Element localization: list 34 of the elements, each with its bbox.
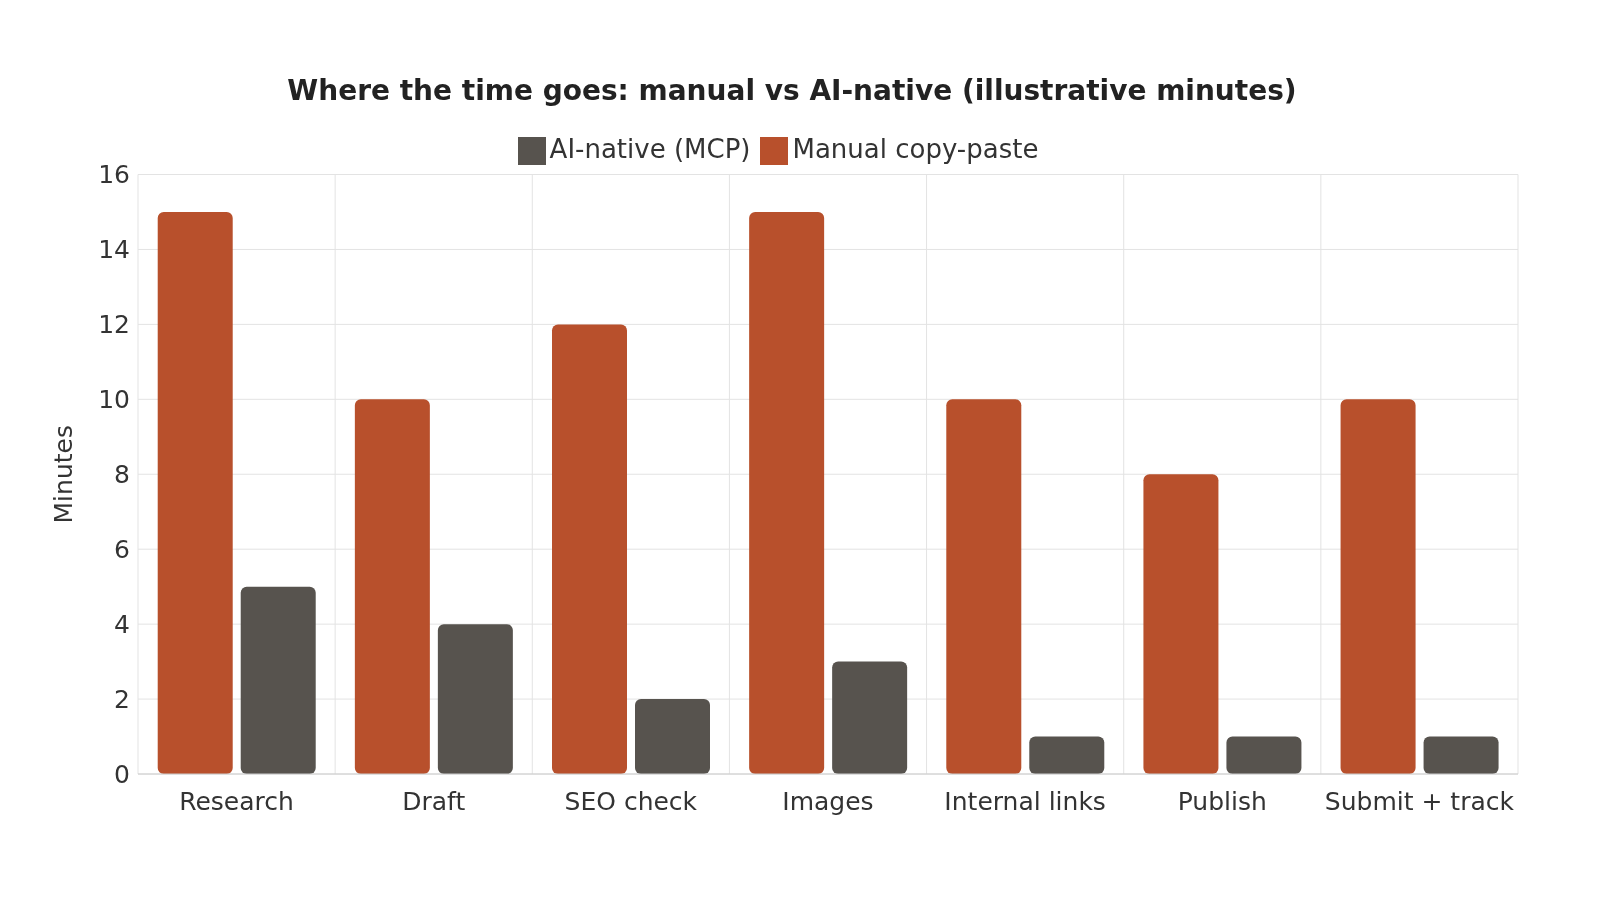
bar — [552, 324, 627, 774]
bar — [946, 399, 1022, 774]
x-tick-label: Images — [782, 786, 874, 816]
x-tick-label: SEO check — [564, 786, 698, 816]
x-tick-label: Research — [179, 786, 294, 816]
y-tick-label: 10 — [98, 385, 130, 415]
y-tick-label: 16 — [98, 160, 130, 190]
legend-label: AI-native (MCP) — [549, 134, 751, 164]
x-tick-label: Publish — [1177, 786, 1267, 816]
bar — [1226, 736, 1302, 774]
y-tick-label: 6 — [114, 535, 130, 565]
y-tick-label: 14 — [98, 235, 130, 265]
bar — [832, 661, 908, 774]
chart-title: Where the time goes: manual vs AI-native (illustrative minutes) — [286, 73, 1298, 109]
x-tick-label: Draft — [402, 786, 466, 816]
y-tick-label: 2 — [114, 684, 130, 714]
bar — [1029, 736, 1105, 774]
y-tick-label: 0 — [114, 759, 130, 789]
y-tick-label: 4 — [114, 610, 130, 639]
bar — [240, 586, 316, 774]
y-tick-label: 12 — [98, 310, 130, 340]
y-axis-title: Minutes — [48, 425, 78, 524]
x-tick-label: Submit + track — [1324, 786, 1515, 816]
bar — [749, 211, 825, 774]
bar — [354, 399, 430, 774]
bar — [1340, 399, 1416, 774]
y-tick-label: 8 — [114, 460, 130, 490]
legend-label: Manual copy-paste — [792, 134, 1039, 164]
bar — [1423, 736, 1499, 774]
bar — [635, 699, 710, 774]
x-tick-label: Internal links — [944, 786, 1106, 816]
bar — [1143, 474, 1219, 774]
bar — [157, 211, 233, 774]
bar — [437, 624, 513, 774]
